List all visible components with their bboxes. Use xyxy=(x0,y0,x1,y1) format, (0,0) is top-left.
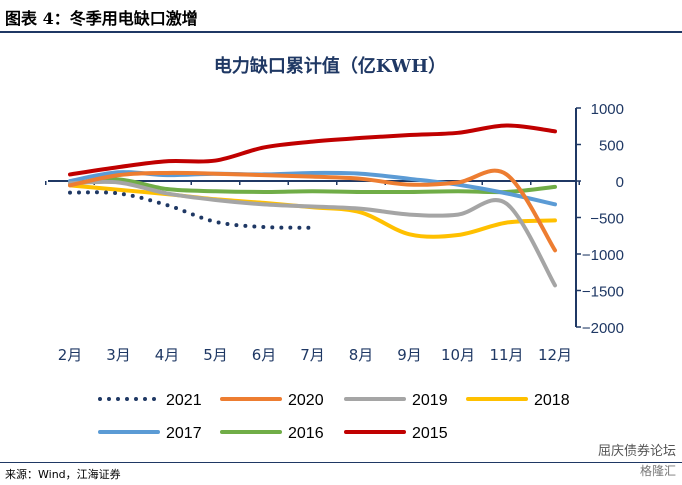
figure-caption: 图表 4：冬季用电缺口激增 xyxy=(5,9,198,28)
x-tick-label: 8月 xyxy=(349,346,374,364)
legend-label-2018: 2018 xyxy=(534,392,570,409)
y-tick-label: −500 xyxy=(590,211,624,228)
series-line-2019 xyxy=(68,179,557,288)
watermark-sub-text: 格隆汇 xyxy=(639,464,676,478)
x-tick-label: 10月 xyxy=(441,346,475,364)
legend-label-2015: 2015 xyxy=(412,425,448,442)
series-line-2020 xyxy=(68,168,557,253)
series-line-2021 xyxy=(68,190,315,230)
x-tick-label: 2月 xyxy=(58,346,83,364)
legend: 2021 2020 2019 2018 2017 2016 2015 xyxy=(98,392,570,442)
figure-header: 图表 4：冬季用电缺口激增 xyxy=(0,0,682,30)
x-tick-label: 3月 xyxy=(106,346,131,364)
header-rule xyxy=(0,31,682,33)
chart-title: 电力缺口累计值（亿KWH） xyxy=(214,55,446,77)
x-tick-label: 4月 xyxy=(155,346,180,364)
watermark-text: 屈庆债券论坛 xyxy=(597,444,676,459)
y-tick-label: −1000 xyxy=(582,247,624,264)
x-tick-label: 12月 xyxy=(538,346,572,364)
y-tick-label: −2000 xyxy=(582,320,624,337)
legend-label-2017: 2017 xyxy=(166,425,202,442)
y-tick-label: 1000 xyxy=(591,101,624,118)
series-line-2015 xyxy=(68,123,557,177)
y-tick-label: 0 xyxy=(616,174,624,191)
footer-rule xyxy=(0,462,682,463)
y-tick-label: 500 xyxy=(599,138,624,155)
legend-label-2016: 2016 xyxy=(288,425,324,442)
plot-area: 1000 500 0 −500 −1000 −1500 −2000 2月 3月 4月 5月 6月 7月 8… xyxy=(45,101,624,364)
x-tick-label: 5月 xyxy=(203,346,228,364)
chart: 电力缺口累计值（亿KWH） 1000 500 0 −500 −1000 −1500 −200… xyxy=(45,55,624,442)
x-tick-label: 11月 xyxy=(489,346,523,364)
legend-label-2020: 2020 xyxy=(288,392,324,409)
series-line-2016 xyxy=(68,177,557,195)
x-tick-label: 7月 xyxy=(300,346,325,364)
source-note: 来源：Wind，江海证券 xyxy=(5,468,121,481)
x-tick-label: 9月 xyxy=(397,346,422,364)
legend-label-2021: 2021 xyxy=(166,392,202,409)
legend-label-2019: 2019 xyxy=(412,392,448,409)
x-tick-label: 6月 xyxy=(252,346,277,364)
y-tick-label: −1500 xyxy=(582,284,624,301)
